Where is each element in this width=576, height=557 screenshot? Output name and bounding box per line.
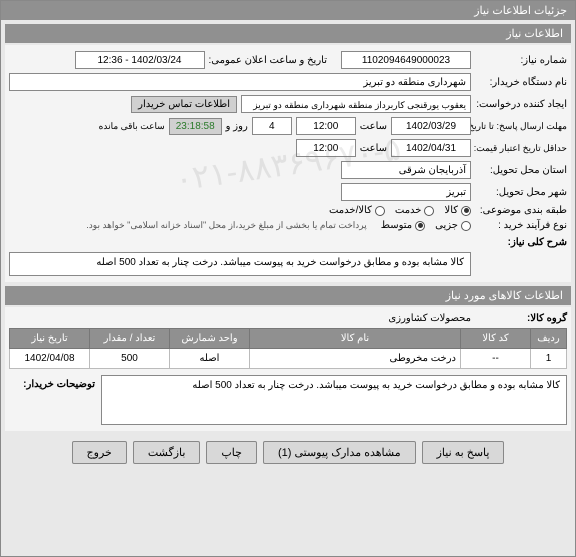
category-radio-group: کالا خدمت کالا/خدمت	[329, 205, 471, 216]
radio-service-label: خدمت	[395, 205, 422, 216]
items-table: ردیف کد کالا نام کالا واحد شمارش تعداد /…	[9, 328, 567, 369]
th-date: تاریخ نیاز	[10, 329, 90, 349]
section2-header: اطلاعات کالاهای مورد نیاز	[5, 286, 571, 305]
cell-row: 1	[531, 349, 567, 369]
deadline-date: 1402/03/29	[391, 117, 471, 135]
footer-buttons: پاسخ به نیاز مشاهده مدارک پیوستی (1) چاپ…	[5, 431, 571, 474]
radio-medium-label: متوسط	[381, 220, 412, 231]
back-button[interactable]: بازگشت	[133, 441, 201, 464]
radio-dot-icon	[461, 206, 471, 216]
announce-field: 1402/03/24 - 12:36	[75, 51, 205, 69]
respond-button[interactable]: پاسخ به نیاز	[422, 441, 505, 464]
need-no-label: شماره نیاز:	[475, 55, 567, 66]
deadline-time: 12:00	[296, 117, 356, 135]
countdown: 23:18:58	[169, 118, 222, 135]
th-row: ردیف	[531, 329, 567, 349]
radio-dot-icon	[424, 206, 434, 216]
time-label-2: ساعت	[360, 143, 387, 154]
radio-dot-icon	[415, 221, 425, 231]
cell-unit: اصله	[170, 349, 250, 369]
days-label: روز و	[226, 121, 248, 132]
cell-date: 1402/04/08	[10, 349, 90, 369]
validity-time: 12:00	[296, 139, 356, 157]
print-button[interactable]: چاپ	[206, 441, 257, 464]
category-label: طبقه بندی موضوعی:	[475, 205, 567, 216]
remain-label: ساعت باقی مانده	[99, 121, 165, 132]
th-code: کد کالا	[461, 329, 531, 349]
radio-dot-icon	[375, 206, 385, 216]
province-label: استان محل تحویل:	[475, 165, 567, 176]
radio-both-label: کالا/خدمت	[329, 205, 372, 216]
form-section2: گروه کالا: محصولات کشاورزی ردیف کد کالا …	[5, 307, 571, 431]
province-field: آذربایجان شرقی	[341, 161, 471, 179]
table-row[interactable]: 1 -- درخت مخروطی اصله 500 1402/04/08	[10, 349, 567, 369]
buyer-notes-box: کالا مشابه بوده و مطابق درخواست خرید به …	[101, 375, 567, 425]
need-no-field: 1102094649000023	[341, 51, 471, 69]
cell-qty: 500	[90, 349, 170, 369]
description-box: کالا مشابه بوده و مطابق درخواست خرید به …	[9, 252, 471, 276]
buyer-org-field: شهرداری منطقه دو تبریز	[9, 73, 471, 91]
content-area: اطلاعات نیاز ۰۲۱-۸۸۳۶۹۶۷۰-۵ شماره نیاز: …	[1, 20, 575, 478]
radio-small-label: جزیی	[435, 220, 458, 231]
goods-group-label: گروه کالا:	[475, 313, 567, 324]
cell-name: درخت مخروطی	[250, 349, 461, 369]
radio-both[interactable]: کالا/خدمت	[329, 205, 385, 216]
desc-label: شرح کلی نیاز:	[475, 237, 567, 248]
window-title: جزئیات اطلاعات نیاز	[1, 1, 575, 20]
city-label: شهر محل تحویل:	[475, 187, 567, 198]
cell-code: --	[461, 349, 531, 369]
goods-group-value: محصولات کشاورزی	[388, 313, 471, 324]
exit-button[interactable]: خروج	[72, 441, 127, 464]
validity-label: حداقل تاریخ اعتبار قیمت: تا تاریخ:	[475, 143, 567, 154]
radio-small[interactable]: جزیی	[435, 220, 471, 231]
th-name: نام کالا	[250, 329, 461, 349]
radio-service[interactable]: خدمت	[395, 205, 435, 216]
th-unit: واحد شمارش	[170, 329, 250, 349]
process-label: نوع فرآیند خرید :	[475, 220, 567, 231]
deadline-label: مهلت ارسال پاسخ: تا تاریخ:	[475, 121, 567, 132]
radio-goods[interactable]: کالا	[444, 205, 471, 216]
days-field: 4	[252, 117, 292, 135]
requester-label: ایجاد کننده درخواست:	[475, 99, 567, 110]
radio-medium[interactable]: متوسط	[381, 220, 425, 231]
buyer-notes-row: کالا مشابه بوده و مطابق درخواست خرید به …	[9, 375, 567, 425]
time-label-1: ساعت	[360, 121, 387, 132]
section1-header: اطلاعات نیاز	[5, 24, 571, 43]
main-window: جزئیات اطلاعات نیاز اطلاعات نیاز ۰۲۱-۸۸۳…	[0, 0, 576, 557]
validity-date: 1402/04/31	[391, 139, 471, 157]
announce-label: تاریخ و ساعت اعلان عمومی:	[209, 55, 328, 66]
payment-note: پرداخت تمام یا بخشی از مبلغ خرید،از محل …	[86, 220, 366, 231]
city-field: تبریز	[341, 183, 471, 201]
form-section1: ۰۲۱-۸۸۳۶۹۶۷۰-۵ شماره نیاز: 1102094649000…	[5, 45, 571, 282]
buyer-org-label: نام دستگاه خریدار:	[475, 77, 567, 88]
requester-field: یعقوب یورقنجی کاربرداز منطقه شهرداری منط…	[241, 95, 471, 113]
attachments-button[interactable]: مشاهده مدارک پیوستی (1)	[263, 441, 416, 464]
buyer-notes-label: توضیحات خریدار:	[9, 375, 101, 390]
radio-goods-label: کالا	[444, 205, 458, 216]
contact-button[interactable]: اطلاعات تماس خریدار	[131, 96, 237, 113]
process-radio-group: جزیی متوسط	[381, 220, 471, 231]
radio-dot-icon	[461, 221, 471, 231]
th-qty: تعداد / مقدار	[90, 329, 170, 349]
